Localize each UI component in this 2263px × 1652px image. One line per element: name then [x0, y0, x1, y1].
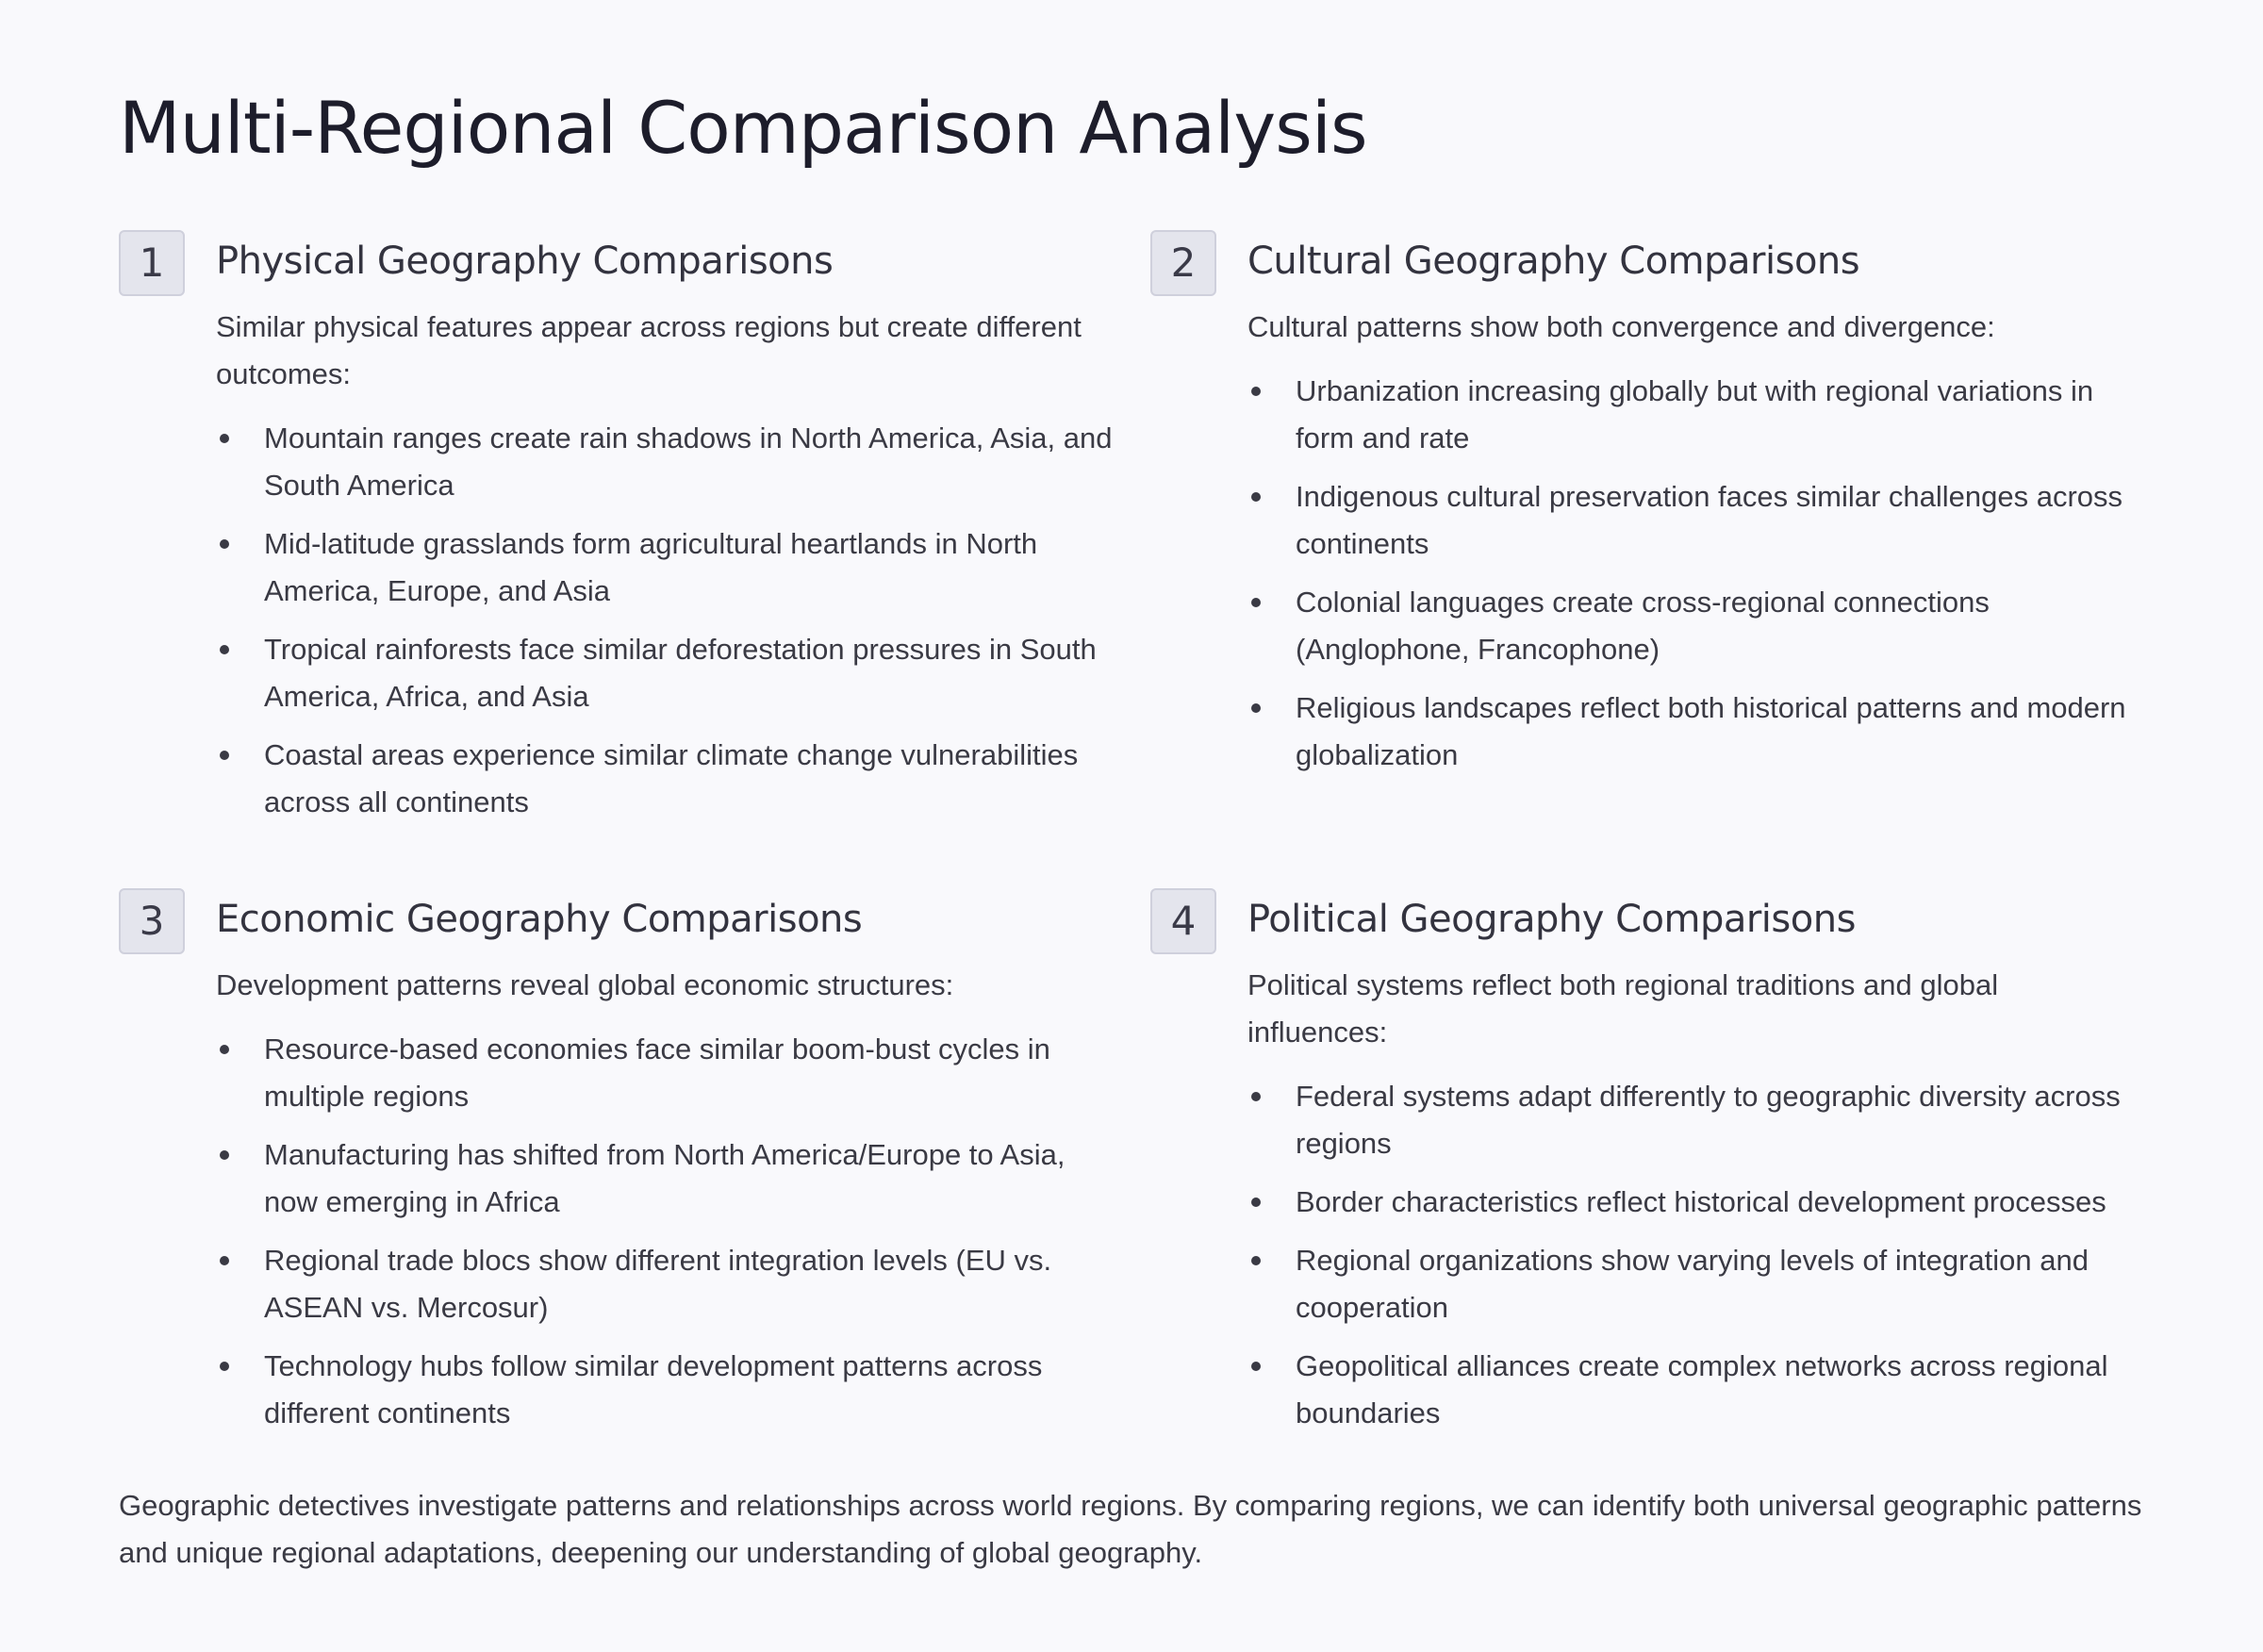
- list-item: Mid-latitude grasslands form agricultura…: [216, 520, 1113, 615]
- list-item-text: Regional organizations show varying leve…: [1296, 1244, 2089, 1324]
- bullet-icon: [220, 1045, 229, 1054]
- list-item: Geopolitical alliances create complex ne…: [1247, 1343, 2144, 1437]
- bullet-list: Mountain ranges create rain shadows in N…: [216, 415, 1113, 826]
- bullet-list: Federal systems adapt differently to geo…: [1247, 1073, 2144, 1437]
- list-item-text: Mid-latitude grasslands form agricultura…: [264, 527, 1038, 607]
- list-item-text: Religious landscapes reflect both histor…: [1296, 691, 2126, 771]
- list-item: Manufacturing has shifted from North Ame…: [216, 1132, 1113, 1226]
- section-economic-geography: 3 Economic Geography Comparisons Develop…: [119, 888, 1150, 1448]
- list-item-text: Tropical rainforests face similar defore…: [264, 633, 1097, 713]
- list-item: Coastal areas experience similar climate…: [216, 732, 1113, 826]
- list-item: Federal systems adapt differently to geo…: [1247, 1073, 2144, 1167]
- list-item: Regional organizations show varying leve…: [1247, 1237, 2144, 1331]
- bullet-icon: [220, 645, 229, 654]
- list-item-text: Regional trade blocs show different inte…: [264, 1244, 1052, 1324]
- section-intro: Cultural patterns show both convergence …: [1247, 310, 1995, 343]
- list-item-text: Indigenous cultural preservation faces s…: [1296, 480, 2123, 560]
- list-item-text: Coastal areas experience similar climate…: [264, 738, 1079, 818]
- list-item: Urbanization increasing globally but wit…: [1247, 368, 2144, 462]
- list-item-text: Urbanization increasing globally but wit…: [1296, 374, 2094, 454]
- list-item: Regional trade blocs show different inte…: [216, 1237, 1113, 1331]
- section-number-badge: 2: [1150, 230, 1216, 296]
- section-physical-geography: 1 Physical Geography Comparisons Similar…: [119, 230, 1150, 888]
- section-cultural-geography: 2 Cultural Geography Comparisons Cultura…: [1150, 230, 2182, 888]
- list-item-text: Technology hubs follow similar developme…: [264, 1349, 1043, 1429]
- list-item: Indigenous cultural preservation faces s…: [1247, 473, 2144, 568]
- bullet-icon: [1251, 387, 1261, 396]
- bullet-icon: [220, 751, 229, 760]
- bullet-list: Resource-based economies face similar bo…: [216, 1026, 1113, 1437]
- sections-grid: 1 Physical Geography Comparisons Similar…: [119, 230, 2144, 1448]
- list-item-text: Mountain ranges create rain shadows in N…: [264, 421, 1113, 502]
- section-heading: Political Geography Comparisons: [1247, 898, 1856, 941]
- list-item: Border characteristics reflect historica…: [1247, 1179, 2144, 1226]
- section-intro: Similar physical features appear across …: [216, 310, 1082, 390]
- list-item: Religious landscapes reflect both histor…: [1247, 685, 2144, 779]
- bullet-icon: [1251, 492, 1261, 502]
- section-heading: Physical Geography Comparisons: [216, 240, 834, 283]
- section-number-badge: 1: [119, 230, 185, 296]
- bullet-icon: [220, 1256, 229, 1265]
- bullet-icon: [1251, 1092, 1261, 1101]
- bullet-icon: [220, 1150, 229, 1160]
- list-item-text: Resource-based economies face similar bo…: [264, 1032, 1050, 1113]
- page-title: Multi-Regional Comparison Analysis: [119, 86, 1368, 170]
- section-intro: Political systems reflect both regional …: [1247, 968, 1999, 1049]
- section-heading: Economic Geography Comparisons: [216, 898, 863, 941]
- list-item: Mountain ranges create rain shadows in N…: [216, 415, 1113, 509]
- bullet-icon: [1251, 598, 1261, 607]
- list-item: Tropical rainforests face similar defore…: [216, 626, 1113, 720]
- list-item-text: Manufacturing has shifted from North Ame…: [264, 1138, 1065, 1218]
- bullet-list: Urbanization increasing globally but wit…: [1247, 368, 2144, 779]
- section-number-badge: 4: [1150, 888, 1216, 954]
- list-item: Colonial languages create cross-regional…: [1247, 579, 2144, 673]
- list-item: Technology hubs follow similar developme…: [216, 1343, 1113, 1437]
- section-heading: Cultural Geography Comparisons: [1247, 240, 1860, 283]
- bullet-icon: [1251, 703, 1261, 713]
- bullet-icon: [220, 1362, 229, 1371]
- list-item-text: Federal systems adapt differently to geo…: [1296, 1080, 2121, 1160]
- bullet-icon: [1251, 1362, 1261, 1371]
- bullet-icon: [220, 539, 229, 549]
- bullet-icon: [1251, 1256, 1261, 1265]
- bullet-icon: [1251, 1198, 1261, 1207]
- list-item: Resource-based economies face similar bo…: [216, 1026, 1113, 1120]
- footer-summary: Geographic detectives investigate patter…: [119, 1489, 2142, 1569]
- list-item-text: Geopolitical alliances create complex ne…: [1296, 1349, 2108, 1429]
- section-intro: Development patterns reveal global econo…: [216, 968, 954, 1001]
- bullet-icon: [220, 434, 229, 443]
- section-political-geography: 4 Political Geography Comparisons Politi…: [1150, 888, 2182, 1448]
- list-item-text: Border characteristics reflect historica…: [1296, 1185, 2106, 1218]
- list-item-text: Colonial languages create cross-regional…: [1296, 586, 1990, 666]
- section-number-badge: 3: [119, 888, 185, 954]
